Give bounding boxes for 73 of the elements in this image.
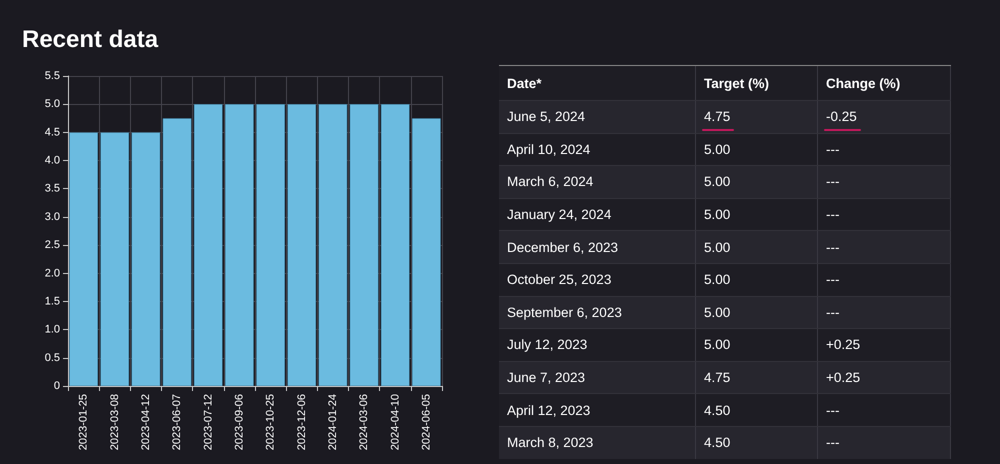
x-tick-label: 2024-04-10 — [389, 394, 402, 450]
text: July 12, 2023 — [507, 337, 588, 352]
x-tick-label: 2024-01-24 — [326, 394, 339, 450]
text: March 6, 2024 — [507, 174, 594, 190]
text: 4.50 — [704, 402, 730, 418]
y-tick-label: 4.0 — [44, 154, 60, 167]
text: 4.75 — [704, 109, 730, 124]
text: --- — [826, 174, 840, 190]
x-tick-label: 2023-07-12 — [202, 394, 214, 450]
text: 5.00 — [704, 240, 730, 255]
text: --- — [826, 272, 840, 288]
x-tick-label: 2024-06-05 — [420, 394, 432, 450]
text: March 8, 2023 — [507, 435, 594, 450]
bar — [162, 118, 192, 386]
y-tick-label: 1.5 — [44, 295, 60, 308]
text: September 6, 2023 — [507, 304, 622, 320]
text: April 10, 2024 — [507, 142, 590, 157]
text: +0.25 — [826, 337, 860, 352]
text: October 25, 2023 — [507, 272, 612, 288]
bar — [256, 104, 285, 386]
bar — [132, 132, 160, 386]
x-tick-label: 2023-06-07 — [171, 394, 184, 450]
text: June 5, 2024 — [507, 109, 586, 124]
text: January 24, 2024 — [507, 207, 612, 222]
y-tick-label: 2.5 — [44, 239, 60, 252]
y-tick-label: 0.5 — [44, 352, 60, 364]
text: 5.00 — [704, 337, 730, 352]
text: Change (%) — [818, 66, 951, 100]
y-tick-label: 3.0 — [44, 210, 60, 223]
text: --- — [826, 240, 840, 255]
text: 4.50 — [704, 435, 730, 450]
bar — [380, 104, 410, 386]
y-tick-label: 5.5 — [44, 70, 60, 82]
bar — [287, 104, 316, 386]
text: 5.00 — [704, 207, 730, 222]
text: 5.00 — [704, 272, 730, 288]
text: Target (%) — [696, 66, 818, 100]
text: -0.25 — [826, 109, 857, 124]
bar — [225, 104, 254, 386]
text: --- — [826, 435, 840, 450]
x-tick-label: 2023-10-25 — [264, 394, 277, 450]
y-tick-label: 2.0 — [44, 267, 60, 280]
text: Date* — [499, 66, 696, 100]
y-tick-label: 4.5 — [44, 126, 60, 138]
bar — [412, 118, 441, 386]
bar — [318, 104, 348, 386]
x-tick-label: 2023-12-06 — [296, 394, 308, 450]
x-tick-label: 2024-03-06 — [358, 394, 370, 450]
text: December 6, 2023 — [507, 240, 618, 255]
text: 5.00 — [704, 142, 730, 157]
y-tick-label: 0 — [54, 380, 60, 392]
chart-title: Recent data — [22, 26, 158, 54]
text: --- — [826, 304, 840, 320]
y-tick-label: 1.0 — [44, 324, 60, 336]
text: --- — [826, 402, 840, 418]
x-tick-label: 2023-01-25 — [78, 394, 90, 450]
text: --- — [826, 142, 840, 157]
text: --- — [826, 207, 840, 222]
text: 5.00 — [704, 304, 730, 320]
text: April 12, 2023 — [507, 402, 590, 418]
x-tick-label: 2023-03-08 — [108, 394, 121, 450]
text: +0.25 — [826, 370, 860, 386]
bar — [350, 104, 378, 386]
y-tick-label: 3.5 — [44, 182, 60, 195]
text: 5.00 — [704, 174, 730, 190]
bar — [69, 132, 98, 386]
text: 4.75 — [704, 370, 730, 386]
x-tick-label: 2023-09-06 — [233, 394, 246, 450]
x-tick-label: 2023-04-12 — [140, 394, 152, 450]
bar — [100, 132, 130, 386]
bar — [194, 104, 223, 386]
text: June 7, 2023 — [507, 370, 586, 386]
y-tick-label: 5.0 — [44, 98, 60, 110]
